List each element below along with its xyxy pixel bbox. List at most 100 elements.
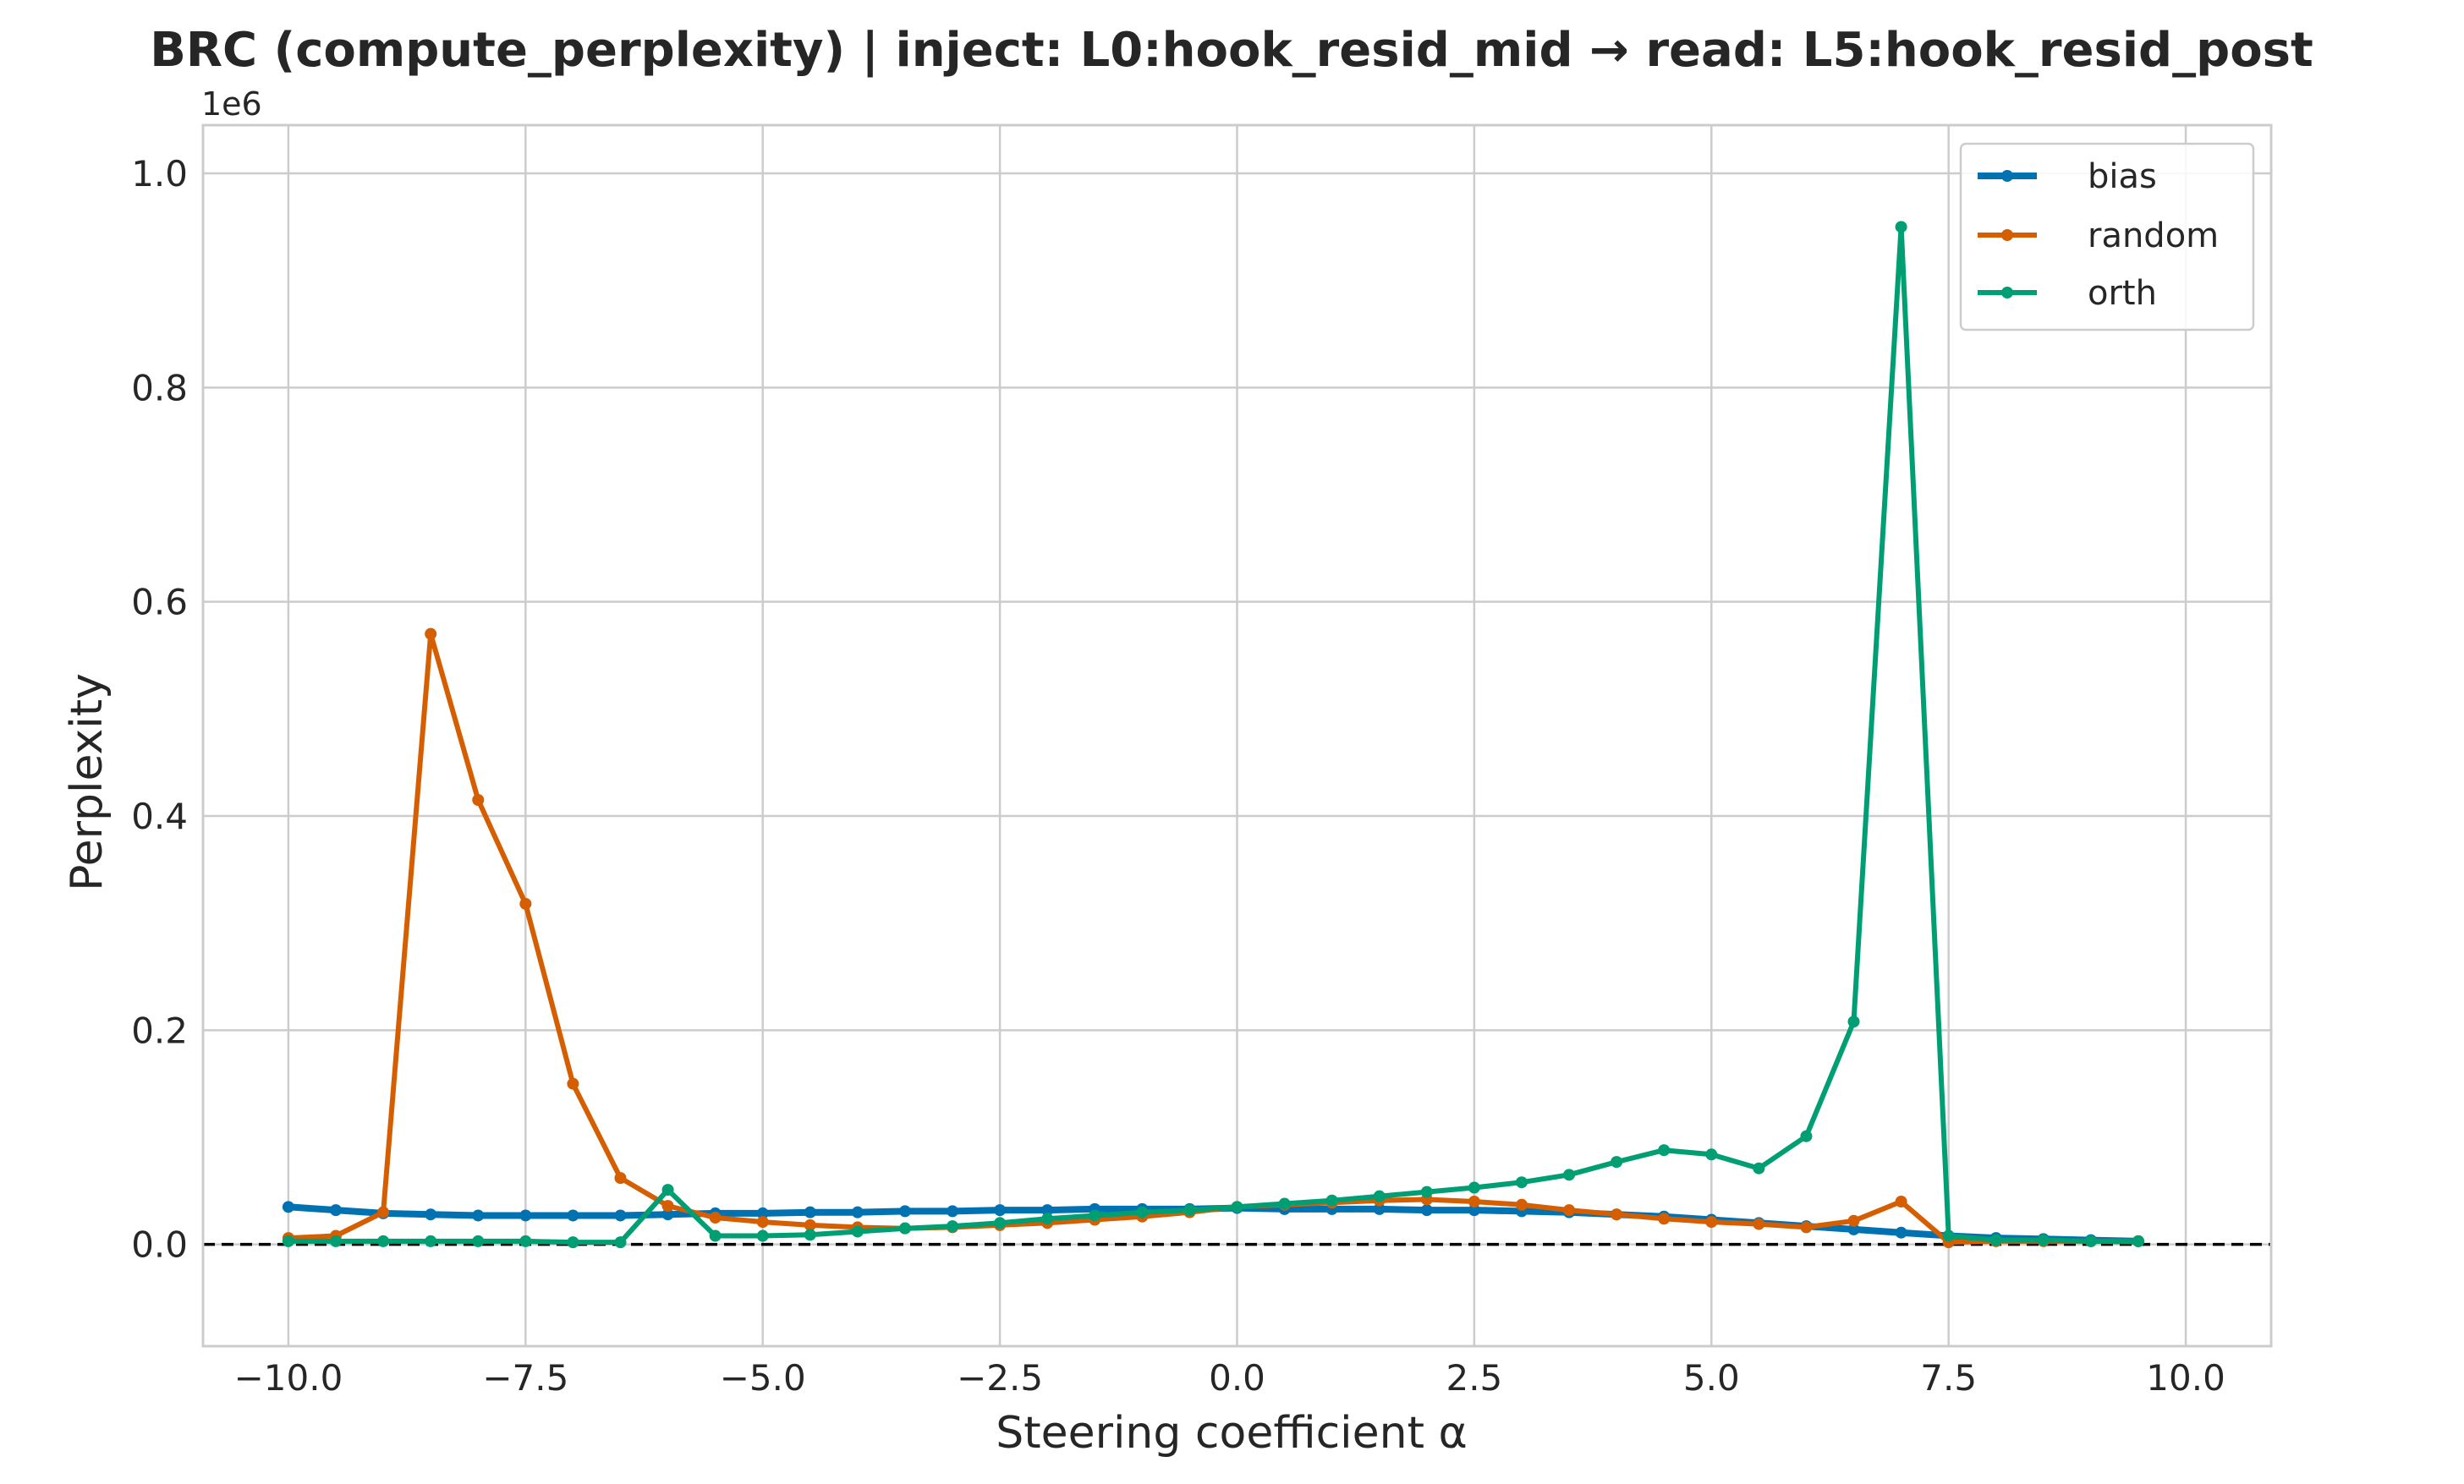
y-tick-label: 0.2 xyxy=(131,1010,188,1051)
data-point-orth xyxy=(1278,1197,1291,1210)
data-point-orth xyxy=(709,1229,722,1242)
data-point-bias xyxy=(1847,1223,1860,1235)
data-point-orth xyxy=(1942,1229,1955,1242)
x-tick-label: −2.5 xyxy=(957,1357,1043,1399)
data-point-random xyxy=(519,897,532,910)
data-point-orth xyxy=(1705,1148,1718,1161)
series-line-orth xyxy=(285,224,2141,1246)
data-point-orth xyxy=(1089,1209,1101,1222)
data-point-bias xyxy=(1373,1202,1386,1215)
data-point-orth xyxy=(994,1217,1007,1229)
data-point-orth xyxy=(1847,1016,1860,1028)
data-point-orth xyxy=(851,1225,864,1238)
data-point-random xyxy=(614,1172,627,1185)
data-point-orth xyxy=(1658,1144,1671,1157)
series-layer xyxy=(282,221,2144,1249)
data-point-orth xyxy=(1231,1201,1243,1213)
data-point-bias xyxy=(1041,1204,1054,1217)
data-point-orth xyxy=(1373,1190,1386,1202)
data-point-orth xyxy=(472,1235,485,1247)
data-point-random xyxy=(1847,1214,1860,1227)
plot-frame xyxy=(201,123,2273,1348)
chart-title: BRC (compute_perplexity) | inject: L0:ho… xyxy=(150,23,2313,78)
data-point-orth xyxy=(1183,1204,1196,1217)
data-point-orth xyxy=(519,1235,532,1247)
x-tick-label: −7.5 xyxy=(482,1357,568,1399)
x-tick-label: 0.0 xyxy=(1209,1357,1265,1399)
data-point-random xyxy=(1611,1208,1623,1221)
legend-entry-random: random xyxy=(1978,216,2219,255)
data-point-bias xyxy=(756,1207,769,1219)
data-point-orth xyxy=(1989,1234,2002,1246)
data-point-random xyxy=(1563,1204,1576,1217)
y-tick-label: 0.6 xyxy=(131,582,188,623)
data-point-orth xyxy=(756,1229,769,1242)
y-axis-label: Perplexity xyxy=(62,673,112,891)
legend-label-bias: bias xyxy=(2088,157,2157,196)
legend-marker-random xyxy=(2001,229,2013,241)
legend-entry-bias: bias xyxy=(1978,157,2157,196)
data-point-bias xyxy=(804,1206,816,1218)
data-point-random xyxy=(425,627,437,640)
data-point-random xyxy=(377,1206,390,1218)
data-point-bias xyxy=(1420,1204,1433,1217)
data-point-random xyxy=(472,794,485,806)
data-point-orth xyxy=(1420,1186,1433,1198)
data-point-orth xyxy=(2132,1235,2144,1247)
data-point-orth xyxy=(1515,1176,1528,1189)
data-point-bias xyxy=(1468,1204,1480,1217)
tick-labels: −10.0 −7.5 −5.0 −2.5 0.0 2.5 5.0 7.5 10.0 0.0 0.2 0… xyxy=(131,153,2225,1399)
x-tick-label: −10.0 xyxy=(234,1357,343,1399)
x-tick-label: 7.5 xyxy=(1920,1357,1977,1399)
data-point-random xyxy=(1515,1198,1528,1211)
data-point-orth xyxy=(1468,1181,1480,1194)
data-point-bias xyxy=(947,1205,959,1218)
data-point-bias xyxy=(567,1209,579,1222)
legend-marker-bias xyxy=(2001,170,2013,182)
data-point-random xyxy=(1753,1218,1765,1230)
data-point-bias xyxy=(1895,1226,1907,1239)
series-orth xyxy=(282,221,2144,1249)
y-axis-offset-label: 1e6 xyxy=(201,85,262,123)
y-tick-label: 0.0 xyxy=(131,1224,188,1266)
data-point-random xyxy=(1658,1213,1671,1225)
data-point-orth xyxy=(1611,1156,1623,1169)
x-tick-label: 2.5 xyxy=(1446,1357,1502,1399)
data-point-orth xyxy=(1895,221,1907,233)
data-point-bias xyxy=(614,1209,627,1222)
data-point-bias xyxy=(994,1204,1007,1217)
data-point-random xyxy=(1895,1196,1907,1207)
data-point-random xyxy=(661,1200,674,1213)
data-point-bias xyxy=(425,1208,437,1221)
data-point-orth xyxy=(898,1222,911,1235)
legend: bias random orth xyxy=(1959,142,2255,331)
data-point-orth xyxy=(567,1236,579,1249)
data-point-orth xyxy=(804,1229,816,1241)
y-tick-label: 0.8 xyxy=(131,367,188,408)
data-point-bias xyxy=(898,1205,911,1218)
y-tick-label: 1.0 xyxy=(131,153,188,194)
data-point-orth xyxy=(377,1235,390,1247)
data-point-bias xyxy=(661,1208,674,1221)
data-point-orth xyxy=(1325,1194,1338,1207)
data-point-random xyxy=(709,1212,722,1224)
data-point-orth xyxy=(614,1236,627,1249)
data-point-orth xyxy=(947,1220,959,1233)
data-point-bias xyxy=(519,1209,532,1222)
data-point-bias xyxy=(330,1204,343,1217)
data-point-random xyxy=(804,1218,816,1231)
legend-label-random: random xyxy=(2088,216,2219,255)
data-point-bias xyxy=(472,1209,485,1222)
data-point-orth xyxy=(330,1235,343,1247)
data-point-orth xyxy=(282,1235,294,1247)
legend-box xyxy=(1959,142,2255,331)
x-tick-label: 5.0 xyxy=(1683,1357,1740,1399)
data-point-orth xyxy=(1753,1162,1765,1175)
legend-entry-orth: orth xyxy=(1978,274,2157,313)
data-point-bias xyxy=(282,1201,294,1213)
y-tick-label: 0.4 xyxy=(131,796,188,837)
x-tick-label: −5.0 xyxy=(720,1357,806,1399)
data-point-bias xyxy=(851,1206,864,1218)
data-point-random xyxy=(756,1216,769,1229)
